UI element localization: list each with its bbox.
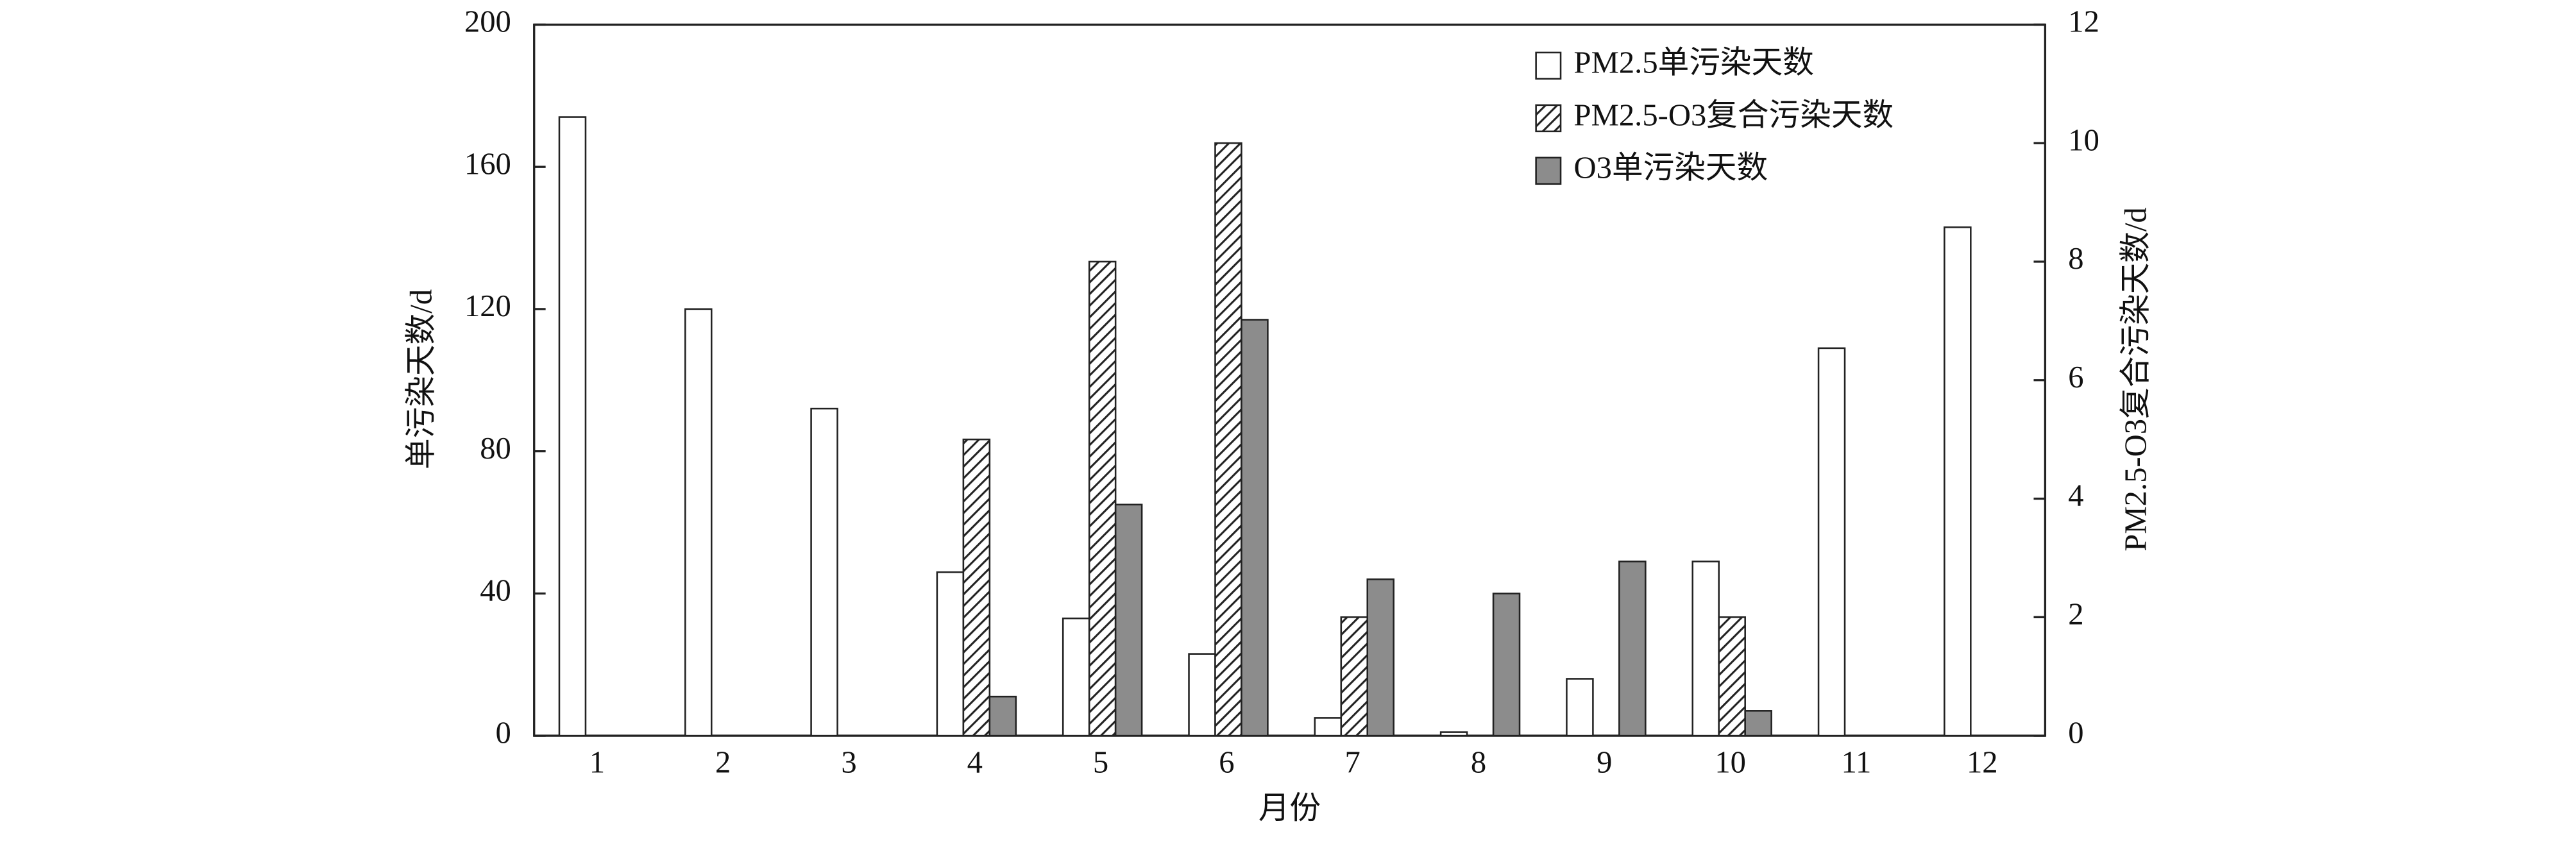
- y-tick-label: 80: [480, 431, 511, 466]
- bar: [1340, 616, 1369, 737]
- bar: [1214, 142, 1242, 737]
- bar: [1618, 561, 1647, 737]
- y2-tick-label: 6: [2068, 360, 2083, 394]
- y2-tick-label: 0: [2068, 715, 2083, 750]
- legend-swatch: [1535, 156, 1562, 185]
- x-tick-label: 7: [1345, 745, 1360, 779]
- bar: [684, 308, 713, 737]
- bar: [1366, 578, 1395, 737]
- y-tick-label: 160: [464, 146, 511, 181]
- bar: [1439, 731, 1468, 737]
- x-tick-label: 10: [1715, 745, 1746, 779]
- x-tick-label: 4: [967, 745, 983, 779]
- bar: [1492, 593, 1521, 737]
- y2-axis-label: PM2.5-O3复合污染天数/d: [2119, 207, 2153, 551]
- legend-label: O3单污染天数: [1574, 150, 1768, 185]
- x-tick-label: 9: [1597, 745, 1612, 779]
- y2-tick-label: 12: [2068, 4, 2099, 39]
- x-tick-label: 2: [715, 745, 731, 779]
- legend-label: PM2.5-O3复合污染天数: [1574, 98, 1894, 133]
- bar: [1062, 617, 1090, 737]
- bar: [1691, 561, 1720, 737]
- bar: [1241, 319, 1269, 737]
- bar: [1944, 226, 1972, 737]
- x-tick-label: 11: [1842, 745, 1872, 779]
- legend-swatch: [1535, 51, 1562, 80]
- legend-label: PM2.5单污染天数: [1574, 46, 1814, 80]
- x-tick-label: 5: [1093, 745, 1108, 779]
- bar: [1817, 347, 1846, 737]
- y-tick-label: 200: [464, 4, 511, 39]
- x-tick-label: 6: [1219, 745, 1234, 779]
- x-tick-label: 8: [1471, 745, 1486, 779]
- y2-tick-label: 4: [2068, 478, 2083, 513]
- bar: [936, 571, 965, 737]
- bar: [1566, 678, 1594, 737]
- bar: [1744, 710, 1772, 737]
- y2-tick-label: 2: [2068, 597, 2083, 632]
- y-tick-label: 0: [496, 715, 511, 750]
- bar: [1088, 260, 1117, 737]
- y2-tick-label: 10: [2068, 122, 2099, 157]
- bar: [1718, 616, 1746, 737]
- y-tick-label: 40: [480, 573, 511, 608]
- bar: [988, 695, 1017, 737]
- bar: [810, 407, 838, 737]
- x-tick-label: 1: [589, 745, 605, 779]
- legend-swatch: [1535, 104, 1562, 133]
- bar: [1188, 653, 1216, 737]
- x-axis-label: 月份: [1258, 791, 1321, 825]
- y2-tick-label: 8: [2068, 241, 2083, 276]
- bar: [1314, 717, 1343, 737]
- bar: [558, 116, 587, 737]
- x-tick-label: 3: [841, 745, 856, 779]
- bar: [1114, 503, 1143, 737]
- y-tick-label: 120: [464, 289, 511, 323]
- x-tick-label: 12: [1967, 745, 1998, 779]
- bar: [962, 438, 991, 737]
- y-axis-label: 单污染天数/d: [403, 289, 438, 469]
